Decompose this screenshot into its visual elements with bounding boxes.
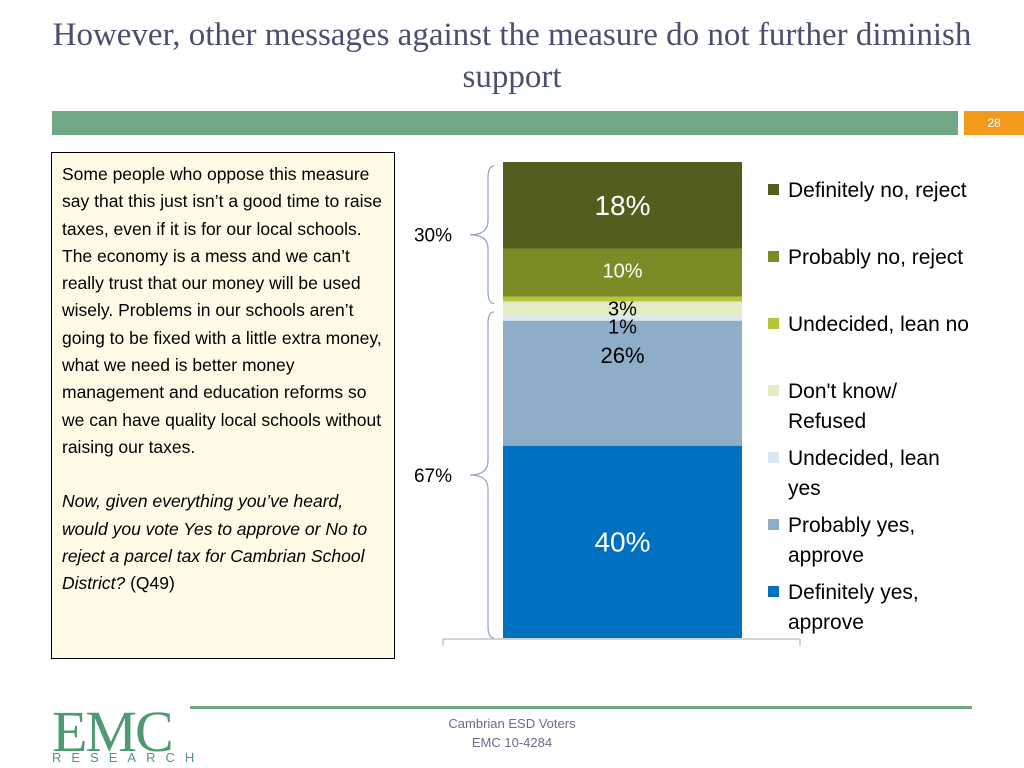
group-total-1: 67% xyxy=(414,466,452,487)
data-label-5: 10% xyxy=(602,261,642,283)
legend-swatch-1 xyxy=(768,251,779,262)
legend-label-4: Undecided, lean yes xyxy=(788,447,940,500)
data-label-3: 3% xyxy=(608,299,637,321)
legend-swatch-4 xyxy=(768,452,779,463)
data-label-2: 1% xyxy=(608,316,637,338)
title-divider-bar xyxy=(52,111,958,135)
message-body: Some people who oppose this measure say … xyxy=(62,164,383,457)
legend-label-3: Don't know/Refused xyxy=(788,380,897,433)
legend-swatch-2 xyxy=(768,318,779,329)
logo-main-text: EMC xyxy=(52,699,174,764)
legend-label-1: Probably no, reject xyxy=(788,246,963,269)
bar-segment-3 xyxy=(503,301,742,316)
footer-divider xyxy=(190,706,972,709)
data-label-6: 18% xyxy=(594,190,650,221)
legend-swatch-6 xyxy=(768,586,779,597)
message-text-box: Some people who oppose this measure say … xyxy=(51,152,395,659)
question-text: Now, given everything you’ve heard, woul… xyxy=(62,491,368,594)
bar-segment-5 xyxy=(503,248,742,297)
legend-swatch-0 xyxy=(768,184,779,195)
legend-label-0: Definitely no, reject xyxy=(788,179,967,202)
group-bracket-1 xyxy=(469,311,495,639)
slide-title: However, other messages against the meas… xyxy=(52,17,972,95)
x-axis-line xyxy=(442,638,801,646)
footer-line-1: Cambrian ESD Voters xyxy=(448,716,576,731)
bar-segment-1 xyxy=(503,320,742,446)
bar-segment-4 xyxy=(503,296,742,302)
legend-swatch-5 xyxy=(768,519,779,530)
data-label-1: 26% xyxy=(600,343,644,368)
stacked-bar-chart: 40%26%1%3%1%10%18%Definitely no, rejectP… xyxy=(414,162,969,646)
question-reference: (Q49) xyxy=(125,573,175,594)
footer-line-2: EMC 10-4284 xyxy=(471,735,553,750)
question-paragraph: Now, given everything you’ve heard, woul… xyxy=(62,488,384,597)
emc-logo: EMC RESEARCH xyxy=(52,702,194,768)
legend-swatch-3 xyxy=(768,385,779,396)
group-bracket-0 xyxy=(469,165,495,305)
footer-text: Cambrian ESD Voters EMC 10-4284 xyxy=(400,714,624,752)
bar-segment-0 xyxy=(503,445,742,638)
bar-segment-2 xyxy=(503,315,742,321)
legend-label-5: Probably yes, approve xyxy=(788,514,915,567)
group-total-0: 30% xyxy=(414,226,452,247)
legend-label-6: Definitely yes, approve xyxy=(788,581,919,634)
bar-segment-6 xyxy=(503,162,742,249)
logo-sub-text: RESEARCH xyxy=(52,750,205,765)
page-number: 28 xyxy=(964,111,1024,135)
legend-label-2: Undecided, lean no xyxy=(788,313,969,336)
data-label-0: 40% xyxy=(594,527,650,558)
